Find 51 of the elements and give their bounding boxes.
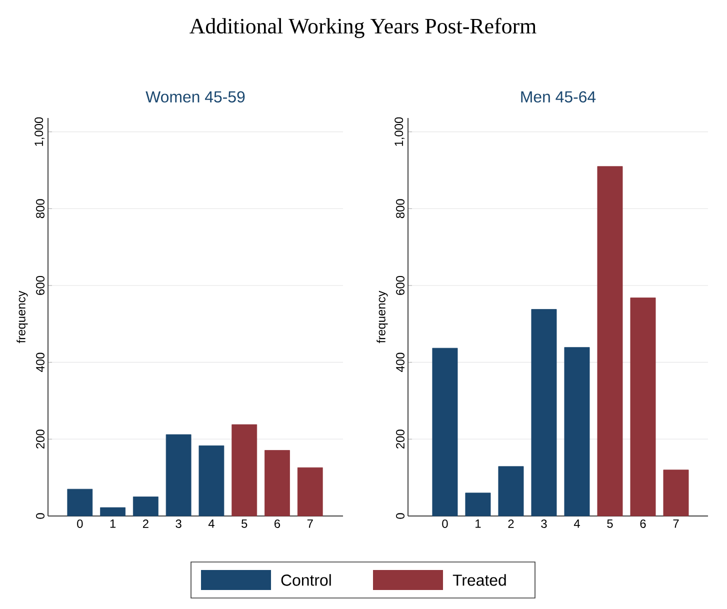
chart-subtitle: Men 45-64 [521,91,596,102]
bar [166,434,192,516]
legend-label: Control [281,574,331,586]
x-tick-label: 0 [77,520,83,528]
y-tick-label: 1,000 [34,117,44,146]
x-tick-label: 0 [442,520,448,528]
bar [198,445,224,516]
bar [531,309,557,516]
x-tick-label: 5 [607,520,613,528]
bar [597,166,623,516]
bar [465,492,491,516]
bar [498,466,524,516]
y-tick-label: 800 [36,199,44,218]
x-tick-label: 7 [307,520,313,528]
x-tick-label: 7 [673,520,679,528]
bar [432,348,458,516]
x-tick-label: 4 [208,520,214,528]
x-tick-label: 4 [574,520,580,528]
y-tick-label: 0 [36,513,44,519]
bar [264,450,290,516]
x-tick-label: 2 [142,520,148,528]
x-tick-label: 3 [541,520,547,528]
bar [564,347,590,516]
bar [663,470,689,516]
x-tick-label: 1 [476,520,481,528]
x-tick-label: 5 [242,520,248,528]
chart-subtitle: Women 45-59 [146,91,245,102]
x-tick-label: 3 [176,520,182,528]
x-tick-label: 2 [508,520,514,528]
bar [232,424,258,516]
y-tick-label: 600 [396,276,404,295]
y-tick-label: 200 [36,430,44,449]
y-tick-label: 400 [396,352,404,372]
bar [630,298,656,516]
bar [100,507,126,516]
y-tick-label: 1,000 [394,117,404,146]
y-tick-label: 400 [36,352,44,372]
chart-title: Additional Working Years Post-Reform [190,18,536,38]
y-axis-title: frequency [16,290,28,344]
y-tick-label: 0 [396,513,404,519]
y-tick-label: 600 [36,276,44,295]
bar [67,488,93,516]
bar [297,467,323,516]
bar [132,496,158,516]
y-tick-label: 200 [396,430,404,449]
y-tick-label: 800 [396,199,404,218]
y-axis-title: frequency [376,290,388,344]
x-tick-label: 6 [640,520,646,528]
legend-label: Treated [452,574,506,586]
x-tick-label: 1 [110,520,116,528]
x-tick-label: 6 [274,520,280,528]
